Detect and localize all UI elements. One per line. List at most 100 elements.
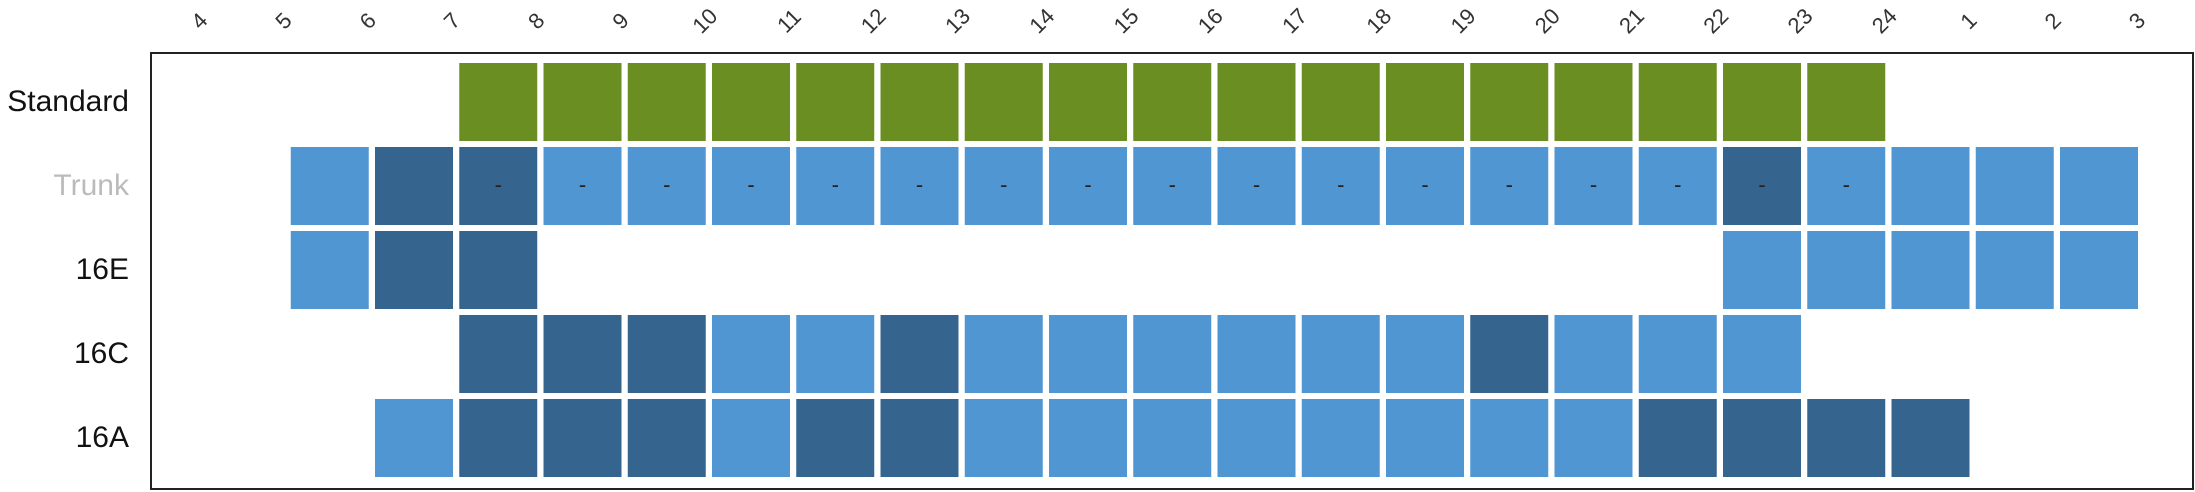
cell-16a-17 <box>1301 399 1380 477</box>
cell-standard-20 <box>1554 63 1633 141</box>
cell-trunk-23 <box>1807 147 1886 225</box>
cell-text-trunk-10: - <box>747 172 754 197</box>
cell-standard-7 <box>459 63 538 141</box>
cell-standard-16 <box>1217 63 1296 141</box>
cell-16a-24 <box>1891 399 1970 477</box>
cell-standard-21 <box>1638 63 1717 141</box>
cell-16a-23 <box>1807 399 1886 477</box>
cell-16a-9 <box>627 399 706 477</box>
cell-trunk-14 <box>1049 147 1127 225</box>
cell-standard-11 <box>796 63 875 141</box>
cell-16a-18 <box>1386 399 1464 477</box>
column-label-23: 23 <box>1783 3 1818 38</box>
cell-standard-12 <box>880 63 959 141</box>
cell-text-trunk-16: - <box>1253 172 1260 197</box>
column-label-5: 5 <box>270 8 296 34</box>
cell-16c-12 <box>880 315 959 393</box>
cell-trunk-22 <box>1723 147 1801 225</box>
cell-standard-19 <box>1470 63 1549 141</box>
column-label-24: 24 <box>1867 3 1902 38</box>
cell-16e-7 <box>459 231 538 309</box>
heatmap-cells: ----------------- <box>290 63 2138 477</box>
column-label-4: 4 <box>186 8 212 34</box>
cell-text-trunk-7: - <box>495 172 502 197</box>
column-label-10: 10 <box>687 3 722 38</box>
cell-standard-8 <box>543 63 622 141</box>
cell-16e-2 <box>2060 231 2138 309</box>
cell-trunk-20 <box>1554 147 1633 225</box>
cell-16a-14 <box>1049 399 1127 477</box>
cell-trunk-9 <box>627 147 706 225</box>
cell-trunk-19 <box>1470 147 1549 225</box>
cell-16c-17 <box>1301 315 1380 393</box>
cell-16c-22 <box>1723 315 1801 393</box>
column-label-6: 6 <box>355 8 381 34</box>
cell-standard-15 <box>1133 63 1212 141</box>
column-label-17: 17 <box>1277 3 1312 38</box>
cell-16a-11 <box>796 399 875 477</box>
cell-16a-8 <box>543 399 622 477</box>
cell-16a-6 <box>375 399 453 477</box>
column-label-14: 14 <box>1024 3 1059 38</box>
row-label-standard: Standard <box>7 85 129 118</box>
cell-16a-21 <box>1638 399 1717 477</box>
cell-16a-7 <box>459 399 538 477</box>
cell-16c-15 <box>1133 315 1212 393</box>
cell-text-trunk-23: - <box>1843 172 1850 197</box>
cell-16a-12 <box>880 399 959 477</box>
cell-16a-20 <box>1554 399 1633 477</box>
cell-text-trunk-8: - <box>579 172 586 197</box>
column-label-11: 11 <box>772 4 806 38</box>
cell-text-trunk-21: - <box>1674 172 1681 197</box>
column-label-8: 8 <box>523 8 549 34</box>
cell-16c-10 <box>712 315 790 393</box>
cell-text-trunk-14: - <box>1084 172 1091 197</box>
column-label-18: 18 <box>1361 3 1396 38</box>
cell-16c-19 <box>1470 315 1549 393</box>
cell-16c-13 <box>964 315 1043 393</box>
cell-standard-17 <box>1301 63 1380 141</box>
cell-16c-14 <box>1049 315 1127 393</box>
cell-16e-5 <box>290 231 369 309</box>
cell-text-trunk-13: - <box>1000 172 1007 197</box>
cell-trunk-17 <box>1301 147 1380 225</box>
column-label-7: 7 <box>439 8 465 34</box>
cell-16c-20 <box>1554 315 1633 393</box>
cell-16e-22 <box>1723 231 1801 309</box>
cell-standard-22 <box>1723 63 1801 141</box>
cell-standard-18 <box>1386 63 1464 141</box>
cell-16c-16 <box>1217 315 1296 393</box>
cell-16e-24 <box>1891 231 1970 309</box>
column-label-2: 2 <box>2040 8 2066 34</box>
cell-16c-18 <box>1386 315 1464 393</box>
cell-standard-9 <box>627 63 706 141</box>
cell-trunk-16 <box>1217 147 1296 225</box>
cell-16a-10 <box>712 399 790 477</box>
row-label-16c: 16C <box>74 337 129 370</box>
cell-text-trunk-9: - <box>663 172 670 197</box>
column-label-13: 13 <box>940 3 975 38</box>
cell-trunk-13 <box>964 147 1043 225</box>
column-labels: 4 5 6 7 8 9 10 11 12 13 14 15 16 17 18 19 20 21 22 23 24 1 2 3 <box>186 3 2150 38</box>
row-labels: Standard Trunk 16E 16C 16A <box>7 85 130 454</box>
cell-16a-16 <box>1217 399 1296 477</box>
cell-trunk-12 <box>880 147 959 225</box>
cell-16a-19 <box>1470 399 1549 477</box>
cell-trunk-6 <box>375 147 453 225</box>
cell-16e-23 <box>1807 231 1886 309</box>
cell-16e-1 <box>1975 231 2054 309</box>
cell-text-trunk-12: - <box>916 172 923 197</box>
column-label-16: 16 <box>1193 3 1228 38</box>
cell-text-trunk-11: - <box>832 172 839 197</box>
cell-text-trunk-22: - <box>1758 172 1765 197</box>
cell-text-trunk-15: - <box>1169 172 1176 197</box>
plot-frame <box>150 52 2194 490</box>
column-label-20: 20 <box>1530 3 1565 38</box>
cell-text-trunk-18: - <box>1421 172 1428 197</box>
cell-16e-6 <box>375 231 453 309</box>
cell-trunk-21 <box>1638 147 1717 225</box>
row-label-16e: 16E <box>76 253 129 286</box>
cell-16c-9 <box>627 315 706 393</box>
cell-trunk-5 <box>290 147 369 225</box>
